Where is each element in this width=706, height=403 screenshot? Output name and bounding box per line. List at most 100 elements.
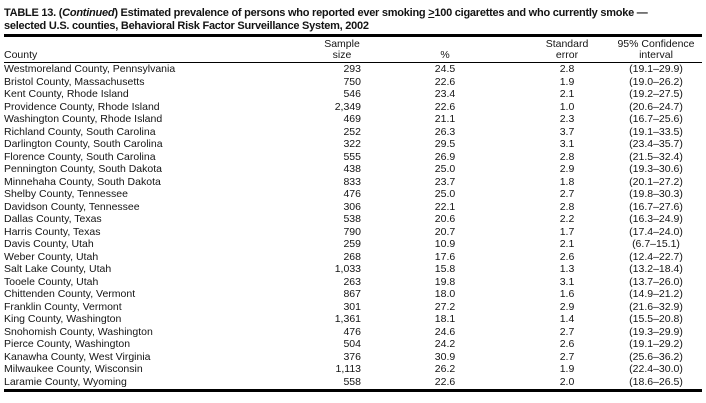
title-suffix: 100 cigarettes and who currently smoke — xyxy=(434,7,648,19)
table-row: Westmoreland County, Pennsylvania 293 24.5… xyxy=(4,63,702,76)
cell-sample-size: 268 xyxy=(343,250,361,263)
table-row: Pierce County, Washington 504 24.2 2.6 (19.1… xyxy=(4,338,702,351)
table-row: Weber County, Utah 268 17.6 2.6 (12.4–22.7) xyxy=(4,251,702,264)
cell-standard-error: 3.1 xyxy=(559,275,575,288)
table-row: Milwaukee County, Wisconsin 1,113 26.2 1.9 (… xyxy=(4,363,702,376)
table-row: Chittenden County, Vermont 867 18.0 1.6 (14.… xyxy=(4,288,702,301)
table-row: Bristol County, Massachusetts 750 22.6 1.9 (… xyxy=(4,76,702,89)
cell-county: Salt Lake County, Utah xyxy=(4,263,112,275)
cell-county: Kent County, Rhode Island xyxy=(4,88,129,100)
cell-sample-size: 263 xyxy=(343,275,361,288)
cell-standard-error: 1.6 xyxy=(559,288,575,300)
bottom-rule xyxy=(4,389,702,392)
cell-confidence-interval: (12.4–22.7) xyxy=(629,250,683,263)
table-header: County Sample size % Standard error 95% Co… xyxy=(4,37,702,63)
cell-sample-size: 259 xyxy=(343,238,361,250)
cell-confidence-interval: (23.4–35.7) xyxy=(629,138,683,150)
table-row: Laramie County, Wyoming 558 22.6 2.0 (18.6–2… xyxy=(4,376,702,389)
cell-sample-size: 504 xyxy=(343,338,361,350)
cell-sample-size: 555 xyxy=(343,150,361,163)
cell-standard-error: 2.7 xyxy=(559,325,575,338)
title-rule xyxy=(4,34,702,37)
cell-sample-size: 538 xyxy=(343,213,361,225)
table-row: Pennington County, South Dakota 438 25.0 2.… xyxy=(4,163,702,176)
cell-confidence-interval: (21.6–32.9) xyxy=(629,300,683,313)
table-row: Tooele County, Utah 263 19.8 3.1 (13.7–26.0) xyxy=(4,276,702,289)
cell-confidence-interval: (14.9–21.2) xyxy=(629,288,683,300)
cell-sample-size: 790 xyxy=(343,225,361,238)
cell-standard-error: 2.0 xyxy=(559,375,575,388)
cell-sample-size: 833 xyxy=(343,175,361,188)
cell-county: Providence County, Rhode Island xyxy=(4,100,160,113)
cell-percent: 18.1 xyxy=(434,313,456,325)
cell-county: Chittenden County, Vermont xyxy=(4,288,136,300)
cell-county: Kanawha County, West Virginia xyxy=(4,350,151,363)
cell-sample-size: 1,033 xyxy=(334,263,361,275)
cell-county: Davidson County, Tennessee xyxy=(4,200,140,213)
table-row: Minnehaha County, South Dakota 833 23.7 1.8… xyxy=(4,176,702,189)
table-row: Kanawha County, West Virginia 376 30.9 2.7 (… xyxy=(4,351,702,364)
cell-sample-size: 469 xyxy=(343,113,361,125)
cell-standard-error: 1.4 xyxy=(559,313,575,325)
cell-standard-error: 3.7 xyxy=(559,125,575,138)
cell-standard-error: 2.1 xyxy=(559,88,575,100)
cell-percent: 26.2 xyxy=(434,363,456,375)
cell-county: Snohomish County, Washington xyxy=(4,325,153,338)
cell-standard-error: 2.8 xyxy=(559,63,575,75)
col-header-percent: % xyxy=(366,37,524,63)
table-row: Salt Lake County, Utah 1,033 15.8 1.3 (13.2–… xyxy=(4,263,702,276)
cell-confidence-interval: (19.0–26.2) xyxy=(629,75,683,88)
cell-confidence-interval: (21.5–32.4) xyxy=(629,150,683,163)
table-row: Richland County, South Carolina 252 26.3 3.… xyxy=(4,126,702,139)
cell-standard-error: 1.9 xyxy=(559,75,575,88)
cell-standard-error: 1.9 xyxy=(559,363,575,375)
cell-standard-error: 2.8 xyxy=(559,200,575,213)
cell-percent: 24.6 xyxy=(434,325,456,338)
table-title: TABLE 13. (Continued) Estimated prevalen… xyxy=(4,7,702,33)
table-row: King County, Washington 1,361 18.1 1.4 (15.5… xyxy=(4,313,702,326)
cell-county: Shelby County, Tennessee xyxy=(4,188,128,200)
cell-standard-error: 1.8 xyxy=(559,175,575,188)
col-header-standard-error: Standard error xyxy=(524,37,610,63)
cell-standard-error: 3.1 xyxy=(559,138,575,150)
table-row: Franklin County, Vermont 301 27.2 2.9 (21.6–… xyxy=(4,301,702,314)
cell-confidence-interval: (20.6–24.7) xyxy=(629,100,683,113)
cell-confidence-interval: (16.7–27.6) xyxy=(629,200,683,213)
cell-percent: 22.6 xyxy=(434,375,456,388)
cell-county: Richland County, South Carolina xyxy=(4,125,156,138)
cell-percent: 26.9 xyxy=(434,150,456,163)
cell-county: Milwaukee County, Wisconsin xyxy=(4,363,143,375)
cell-confidence-interval: (19.1–29.2) xyxy=(629,338,683,350)
cell-percent: 18.0 xyxy=(434,288,456,300)
col-header-sample-size: Sample size xyxy=(304,37,366,63)
table-row: Shelby County, Tennessee 476 25.0 2.7 (19.8–… xyxy=(4,188,702,201)
cell-sample-size: 1,113 xyxy=(335,363,362,375)
cell-percent: 30.9 xyxy=(434,350,456,363)
cell-percent: 22.6 xyxy=(434,75,456,88)
cell-standard-error: 1.3 xyxy=(559,263,575,275)
cell-county: Harris County, Texas xyxy=(4,225,101,238)
cell-standard-error: 2.6 xyxy=(559,338,575,350)
cell-sample-size: 546 xyxy=(343,88,361,100)
cell-county: Pennington County, South Dakota xyxy=(4,163,162,175)
cell-percent: 24.2 xyxy=(434,338,456,350)
cell-standard-error: 2.9 xyxy=(559,300,575,313)
title-line2: selected U.S. counties, Behavioral Risk … xyxy=(4,20,369,32)
cell-standard-error: 2.1 xyxy=(559,238,575,250)
cell-county: King County, Washington xyxy=(4,313,122,325)
cell-confidence-interval: (19.8–30.3) xyxy=(629,188,683,200)
col-header-confidence-interval: 95% Confidence interval xyxy=(610,37,702,63)
cell-county: Bristol County, Massachusetts xyxy=(4,75,145,88)
cell-county: Laramie County, Wyoming xyxy=(4,375,127,388)
cell-county: Franklin County, Vermont xyxy=(4,300,122,313)
table-row: Davis County, Utah 259 10.9 2.1 (6.7–15.1) xyxy=(4,238,702,251)
cell-sample-size: 750 xyxy=(343,75,361,88)
cell-confidence-interval: (19.2–27.5) xyxy=(629,88,683,100)
title-continued: Continued xyxy=(62,7,115,19)
cell-sample-size: 306 xyxy=(343,200,361,213)
cell-percent: 20.7 xyxy=(434,225,456,238)
cell-sample-size: 293 xyxy=(343,63,361,75)
cell-percent: 25.0 xyxy=(434,163,456,175)
cell-confidence-interval: (20.1–27.2) xyxy=(629,175,683,188)
cell-sample-size: 558 xyxy=(343,375,361,388)
